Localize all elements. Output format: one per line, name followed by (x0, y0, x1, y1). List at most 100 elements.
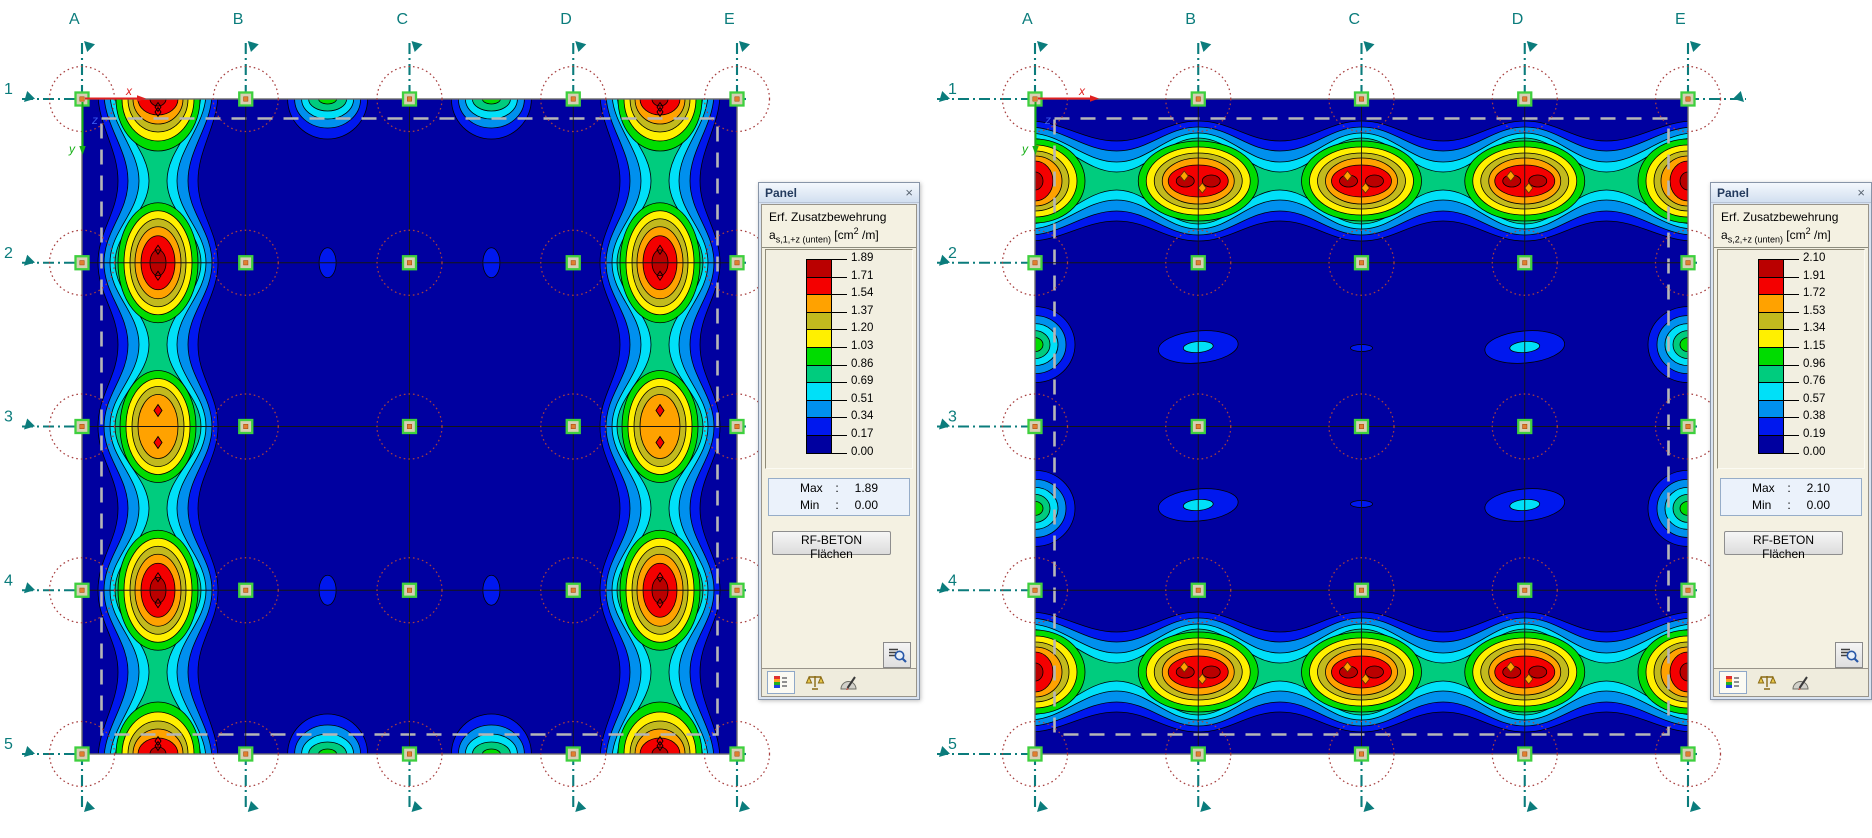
scale-color-cell (1758, 294, 1784, 313)
grid-column-label: A (69, 11, 80, 28)
scale-color-cell (1758, 311, 1784, 331)
scale-color-cell (806, 435, 832, 454)
result-panel-left: Panel × Erf. Zusatzbewehrung as,1,+z (un… (758, 182, 920, 700)
search-list-icon (1841, 648, 1859, 663)
scale-value-label: 1.03 (851, 340, 874, 352)
scale-tick (1784, 311, 1799, 313)
tab-display-factors[interactable] (802, 672, 828, 693)
result-panel-right: Panel × Erf. Zusatzbewehrung as,2,+z (un… (1710, 182, 1872, 700)
scale-value-label: 0.51 (851, 392, 874, 405)
scale-tick (832, 276, 847, 278)
scale-tick (832, 435, 847, 436)
scale-color-cell (806, 294, 832, 313)
close-icon[interactable]: × (1857, 185, 1865, 200)
grid-row-label: 2 (4, 245, 13, 262)
rf-beton-flaechen-button[interactable]: RF-BETON Flächen (772, 531, 891, 561)
scale-tick (832, 347, 847, 348)
scale-value-label: 1.91 (1803, 269, 1826, 282)
grid-row-label: 5 (4, 736, 13, 753)
grid-nodes[interactable] (74, 91, 745, 762)
plot-left: x y z A B C D E 1 2 3 4 5 (4, 11, 771, 812)
scale-tick (832, 399, 847, 401)
scale-tick (832, 329, 847, 331)
scale-color-cell (1758, 259, 1784, 278)
scale-value-label: 0.19 (1803, 428, 1826, 440)
tab-color-scale[interactable] (1719, 671, 1747, 694)
maxmin-box: Max:1.89 Min:0.00 (768, 478, 910, 516)
scale-color-cell (1758, 364, 1784, 384)
grid-row-label: 2 (948, 245, 957, 262)
balance-scale-icon (805, 675, 825, 690)
scale-value-label: 1.72 (1803, 287, 1826, 300)
rf-beton-flaechen-button[interactable]: RF-BETON Flächen (1724, 531, 1843, 561)
panel-titlebar[interactable]: Panel × (759, 183, 919, 203)
scale-tick (832, 311, 847, 313)
search-list-icon (889, 648, 907, 663)
y-axis-label: y (68, 142, 76, 156)
panel-body: Erf. Zusatzbewehrung as,2,+z (unten) [cm… (1713, 204, 1869, 697)
axis-arrows (24, 41, 750, 812)
scale-value-label: 1.53 (1803, 304, 1826, 317)
protractor-pen-icon (1791, 675, 1809, 690)
panel-titlebar[interactable]: Panel × (1711, 183, 1871, 203)
scale-value-label: 1.71 (851, 269, 874, 282)
grid-column-label: E (724, 11, 735, 28)
scale-value-label: 0.00 (851, 445, 874, 458)
grid-row-label: 1 (4, 81, 13, 98)
panel-title: Panel (765, 185, 798, 200)
panel-options-button[interactable] (883, 642, 911, 668)
scale-value-label: 0.86 (851, 357, 874, 370)
panel-options-button[interactable] (1835, 642, 1863, 668)
scale-color-cell (1758, 417, 1784, 436)
scale-color-cell (806, 259, 832, 278)
scale-tick (832, 294, 847, 296)
protractor-pen-icon (839, 675, 857, 690)
axis-arrows (939, 41, 1744, 812)
divider (762, 247, 916, 248)
color-scale: 2.10 1.91 1.72 1.53 1.34 1.15 0.96 0.76 0.57 0.38… (1717, 249, 1865, 469)
grid-column-label: D (1512, 11, 1524, 28)
scale-value-label: 2.10 (1803, 252, 1826, 264)
tab-isolines[interactable] (1787, 672, 1813, 693)
scale-tick (832, 364, 847, 366)
grid-row-label: 1 (948, 81, 957, 98)
tab-display-factors[interactable] (1754, 672, 1780, 693)
grid-nodes[interactable] (1027, 91, 1696, 762)
panel-tabs (762, 668, 916, 696)
color-scale-icon (774, 675, 787, 688)
grid-row-label: 3 (948, 409, 957, 426)
balance-scale-icon (1757, 675, 1777, 690)
scale-color-cell (806, 417, 832, 436)
scale-value-label: 0.17 (851, 428, 874, 440)
origin-axes: x y z (68, 84, 146, 156)
x-axis-label: x (125, 84, 133, 98)
scale-color-cell (806, 382, 832, 401)
scale-value-label: 1.20 (851, 322, 874, 335)
plot-right: x y z A B C D E 1 2 3 4 5 (937, 11, 1746, 812)
maxmin-box: Max:2.10 Min:0.00 (1720, 478, 1862, 516)
scale-color-cell (806, 364, 832, 384)
scale-value-label: 0.76 (1803, 375, 1826, 388)
grid-row-label: 5 (948, 736, 957, 753)
scale-value-label: 1.15 (1803, 340, 1826, 352)
tab-isolines[interactable] (835, 672, 861, 693)
scale-value-label: 0.96 (1803, 357, 1826, 370)
scale-value-label: 0.69 (851, 375, 874, 388)
scale-value-label: 1.89 (851, 252, 874, 264)
scale-value-label: 0.57 (1803, 392, 1826, 405)
scale-color-cell (806, 276, 832, 296)
panel-title: Panel (1717, 185, 1750, 200)
panel-body: Erf. Zusatzbewehrung as,1,+z (unten) [cm… (761, 204, 917, 697)
z-axis-label: z (91, 113, 98, 127)
result-symbol: as,2,+z (unten) [cm2 /m] (1721, 226, 1831, 245)
scale-tick (1784, 259, 1799, 260)
result-type-label: Erf. Zusatzbewehrung (1721, 210, 1839, 224)
scale-tick (832, 452, 847, 454)
scale-tick (1784, 276, 1799, 278)
result-type-label: Erf. Zusatzbewehrung (769, 210, 887, 224)
close-icon[interactable]: × (905, 185, 913, 200)
scale-color-cell (1758, 347, 1784, 366)
tab-color-scale[interactable] (767, 671, 795, 694)
scale-color-cell (806, 329, 832, 348)
